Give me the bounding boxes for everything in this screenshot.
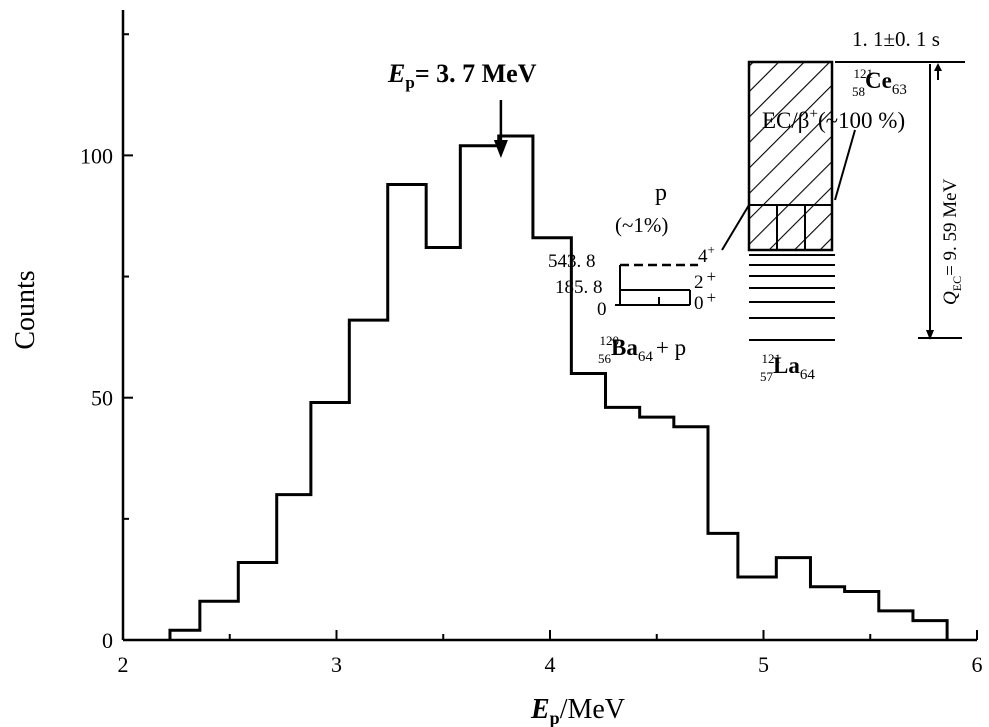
histogram-bin bbox=[460, 146, 498, 640]
decay-mode-label: EC/β+(~100 %) bbox=[762, 106, 905, 133]
histogram-bin bbox=[810, 587, 844, 640]
histogram-bin bbox=[571, 373, 605, 640]
x-axis-title: Ep/MeV bbox=[530, 694, 625, 727]
proton-branch-line bbox=[721, 204, 750, 251]
proton-branch-label: (~1%) bbox=[615, 213, 668, 237]
proton-label: p bbox=[655, 180, 667, 206]
y-axis-ticks: 0 50 100 bbox=[80, 33, 133, 653]
daughter-nuclide-label: 120 56Ba64 + p bbox=[598, 333, 686, 366]
x-axis-ticks: 2 3 4 5 6 bbox=[118, 630, 983, 677]
emitter-nuclide-label: 121 57La64 bbox=[760, 351, 815, 384]
x-tick-label: 4 bbox=[545, 652, 556, 677]
peak-arrow bbox=[493, 100, 508, 158]
parent-state-box bbox=[747, 60, 834, 252]
histogram-bin bbox=[277, 495, 311, 640]
histogram-bin bbox=[738, 577, 776, 640]
histogram-bin bbox=[640, 417, 674, 640]
peak-label: Ep= 3. 7 MeV bbox=[387, 59, 537, 92]
ba-level-spin-1: 4+ bbox=[698, 242, 715, 267]
ec-branch-line bbox=[834, 129, 856, 201]
ba-level-energy-3: 0 bbox=[597, 299, 607, 320]
ba-level-spin-3: 0 + bbox=[694, 288, 716, 314]
qec-arrowhead bbox=[926, 330, 934, 340]
histogram-bin bbox=[533, 238, 571, 640]
y-tick-label: 0 bbox=[102, 628, 113, 653]
histogram-bin bbox=[674, 427, 708, 640]
x-tick-label: 5 bbox=[758, 652, 769, 677]
ba-level-spin-2: 2 + bbox=[694, 267, 716, 293]
qec-label: QEC= 9. 59 MeV bbox=[940, 178, 964, 305]
histogram-bin bbox=[200, 601, 238, 640]
histogram-bin bbox=[311, 403, 349, 640]
peak-arrowhead bbox=[493, 140, 508, 158]
ba-level-energy-1: 543. 8 bbox=[548, 251, 596, 272]
histogram-bin bbox=[349, 320, 387, 640]
x-tick-label: 2 bbox=[118, 652, 129, 677]
histogram-bin bbox=[170, 630, 200, 640]
histogram-bin bbox=[499, 136, 533, 640]
ba-level-energy-2: 185. 8 bbox=[555, 277, 603, 298]
histogram-bin bbox=[708, 533, 738, 640]
histogram-bin bbox=[879, 611, 913, 640]
y-axis-title: Counts bbox=[10, 270, 41, 349]
histogram-series bbox=[168, 134, 949, 640]
histogram-bin bbox=[238, 562, 276, 640]
x-tick-label: 3 bbox=[331, 652, 342, 677]
histogram-bin bbox=[913, 621, 947, 640]
parent-nuclide-label: 121 58Ce63 bbox=[852, 66, 907, 99]
histogram-bin bbox=[776, 558, 810, 640]
x-tick-label: 6 bbox=[972, 652, 983, 677]
halflife-arrowhead bbox=[934, 63, 942, 71]
y-tick-label: 50 bbox=[91, 386, 113, 411]
histogram-bin bbox=[606, 407, 640, 640]
halflife-label: 1. 1±0. 1 s bbox=[852, 27, 940, 51]
histogram-bin bbox=[388, 184, 426, 640]
y-tick-label: 100 bbox=[80, 143, 113, 168]
histogram-bin bbox=[845, 592, 879, 640]
histogram-bin bbox=[426, 247, 460, 640]
